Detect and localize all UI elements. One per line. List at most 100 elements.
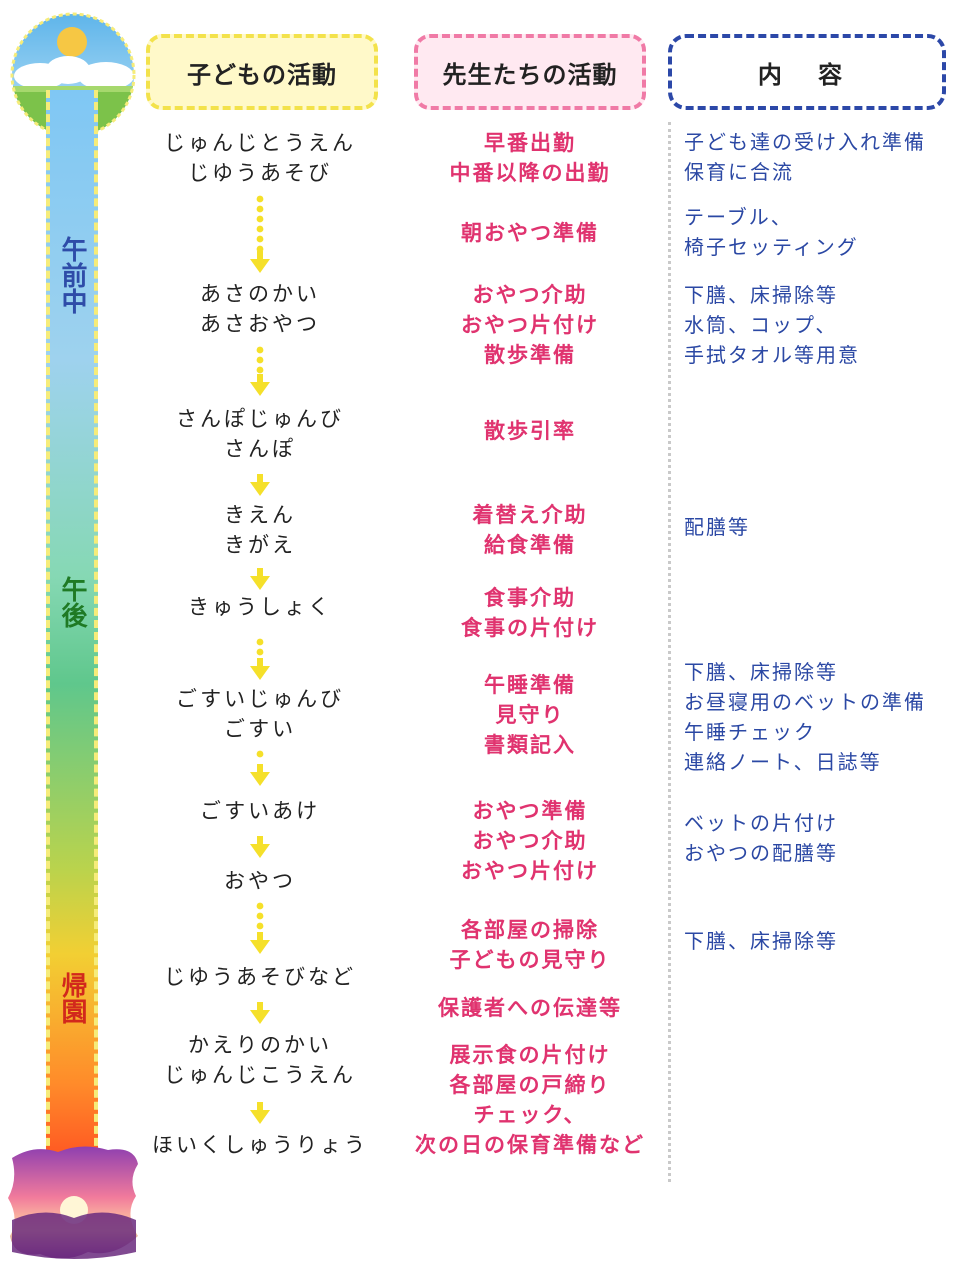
- arrow-down-icon: [250, 1102, 270, 1124]
- teacher-activity-line: 着替え介助: [472, 503, 588, 527]
- teacher-activity-line: おやつ介助: [472, 829, 588, 853]
- content-line: 午睡チェック: [684, 720, 816, 744]
- header-children: 子どもの活動: [146, 34, 378, 110]
- child-activity-10: かえりのかい じゅんじこうえん: [130, 1030, 390, 1090]
- time-bar: [46, 90, 98, 1170]
- child-activity-line: おやつ: [224, 869, 296, 893]
- child-activity-line: ごすいじゅんび: [175, 687, 345, 711]
- content-line: 手拭タオル等用意: [684, 343, 860, 367]
- child-activity-1: じゅんじとうえん じゆうあそび: [130, 128, 390, 188]
- teacher-activity-6: 食事介助 食事の片付け: [400, 583, 660, 643]
- child-activity-line: さんぽ: [224, 437, 296, 461]
- time-label-afternoon: 午後: [46, 576, 98, 635]
- teacher-activity-line: 午睡準備: [484, 673, 576, 697]
- child-activity-7: ごすいあけ: [130, 796, 390, 826]
- teacher-activity-line: 散歩引率: [484, 419, 576, 443]
- child-activity-line: かえりのかい: [188, 1033, 332, 1057]
- time-label-morning: 午前中: [46, 236, 98, 321]
- child-activity-2: あさのかい あさおやつ: [130, 279, 390, 339]
- child-activity-4: きえん きがえ: [130, 500, 390, 560]
- teacher-activity-10: 保護者への伝達等: [400, 993, 660, 1023]
- teacher-activity-line: 展示食の片付け: [449, 1043, 611, 1067]
- arrow-down-icon: [250, 1002, 270, 1024]
- header-content: 内 容: [668, 34, 946, 110]
- child-activity-line: ごすいあけ: [199, 799, 321, 823]
- child-activity-line: ごすい: [223, 717, 297, 741]
- child-activity-line: じゆうあそびなど: [164, 965, 356, 989]
- content-line: 子ども達の受け入れ準備: [684, 130, 926, 154]
- child-activity-line: じゅんじこうえん: [164, 1063, 356, 1087]
- child-activity-line: ほいくしゅうりょう: [152, 1133, 368, 1157]
- content-line: ベットの片付け: [684, 811, 838, 835]
- teacher-activity-line: 書類記入: [484, 733, 576, 757]
- teacher-activity-line: 各部屋の戸締り: [449, 1073, 611, 1097]
- teacher-activity-11: 展示食の片付け 各部屋の戸締り チェック、 次の日の保育準備など: [400, 1040, 660, 1160]
- teacher-activity-line: おやつ準備: [472, 799, 588, 823]
- child-activity-line: じゅんじとうえん: [164, 131, 356, 155]
- teacher-activity-4: 散歩引率: [400, 416, 660, 446]
- teacher-activity-line: 早番出勤: [484, 131, 576, 155]
- content-item-7: 下膳、床掃除等: [684, 926, 954, 956]
- child-activity-3: さんぽじゅんび さんぽ: [130, 404, 390, 464]
- arrow-down-icon: [250, 346, 270, 396]
- content-line: 連絡ノート、日誌等: [684, 750, 882, 774]
- child-activity-line: きがえ: [224, 533, 296, 557]
- content-item-1: 子ども達の受け入れ準備 保育に合流: [684, 127, 954, 187]
- teacher-activity-line: 見守り: [495, 703, 565, 727]
- arrow-down-icon: [250, 750, 270, 786]
- content-item-3: 下膳、床掃除等 水筒、コップ、 手拭タオル等用意: [684, 280, 954, 370]
- header-teachers: 先生たちの活動: [414, 34, 646, 110]
- teacher-activity-8: おやつ準備 おやつ介助 おやつ片付け: [400, 796, 660, 886]
- time-label-return: 帰園: [46, 972, 98, 1031]
- arrow-down-icon: [250, 568, 270, 590]
- teacher-activity-line: 食事介助: [484, 586, 576, 610]
- content-line: 下膳、床掃除等: [684, 660, 838, 684]
- teacher-activity-5: 着替え介助 給食準備: [400, 500, 660, 560]
- header-children-text: 子どもの活動: [187, 60, 337, 89]
- child-activity-6: ごすいじゅんび ごすい: [130, 684, 390, 744]
- child-activity-line: あさおやつ: [200, 312, 320, 336]
- child-activity-11: ほいくしゅうりょう: [130, 1130, 390, 1160]
- teacher-activity-line: 食事の片付け: [461, 616, 599, 640]
- content-line: 下膳、床掃除等: [684, 283, 838, 307]
- content-item-2: テーブル、 椅子セッティング: [684, 202, 954, 262]
- teacher-activity-line: おやつ片付け: [461, 859, 599, 883]
- header-teachers-text: 先生たちの活動: [442, 60, 618, 89]
- arrow-down-icon: [250, 638, 270, 680]
- time-label-morning-text: 午前中: [57, 236, 87, 314]
- content-item-5: 下膳、床掃除等 お昼寝用のベットの準備 午睡チェック 連絡ノート、日誌等: [684, 657, 954, 777]
- content-line: 水筒、コップ、: [684, 313, 838, 337]
- content-line: 下膳、床掃除等: [684, 929, 838, 953]
- content-line: 保育に合流: [684, 160, 794, 184]
- child-activity-5: きゅうしょく: [130, 592, 390, 622]
- content-line: お昼寝用のベットの準備: [684, 690, 926, 714]
- teacher-activity-line: 散歩準備: [484, 343, 576, 367]
- time-label-return-text: 帰園: [57, 972, 87, 1024]
- child-activity-line: さんぽじゅんび: [176, 407, 344, 431]
- content-line: 配膳等: [684, 515, 750, 539]
- child-activity-8: おやつ: [130, 866, 390, 896]
- teacher-activity-line: おやつ片付け: [461, 313, 599, 337]
- teacher-activity-line: 給食準備: [484, 533, 576, 557]
- teacher-activity-line: 子どもの見守り: [449, 948, 611, 972]
- child-activity-9: じゆうあそびなど: [130, 962, 390, 992]
- content-line: 椅子セッティング: [684, 235, 859, 259]
- teacher-activity-line: 次の日の保育準備など: [415, 1133, 645, 1157]
- header-content-text: 内 容: [757, 60, 857, 89]
- teacher-activity-line: チェック、: [473, 1103, 587, 1127]
- child-activity-line: きゅうしょく: [188, 595, 332, 619]
- teacher-activity-3: おやつ介助 おやつ片付け 散歩準備: [400, 280, 660, 370]
- arrow-down-icon: [250, 195, 270, 273]
- sunset-icon: [8, 1146, 138, 1259]
- content-item-6: ベットの片付け おやつの配膳等: [684, 808, 954, 868]
- teacher-activity-line: おやつ介助: [472, 283, 588, 307]
- content-line: おやつの配膳等: [684, 841, 838, 865]
- time-label-afternoon-text: 午後: [57, 576, 87, 628]
- teacher-activity-1: 早番出勤 中番以降の出勤: [400, 128, 660, 188]
- teacher-activity-9: 各部屋の掃除 子どもの見守り: [400, 915, 660, 975]
- teacher-activity-7: 午睡準備 見守り 書類記入: [400, 670, 660, 760]
- teacher-activity-line: 保護者への伝達等: [438, 996, 622, 1020]
- arrow-down-icon: [250, 836, 270, 858]
- child-activity-line: きえん: [224, 503, 296, 527]
- teacher-activity-2: 朝おやつ準備: [400, 218, 660, 248]
